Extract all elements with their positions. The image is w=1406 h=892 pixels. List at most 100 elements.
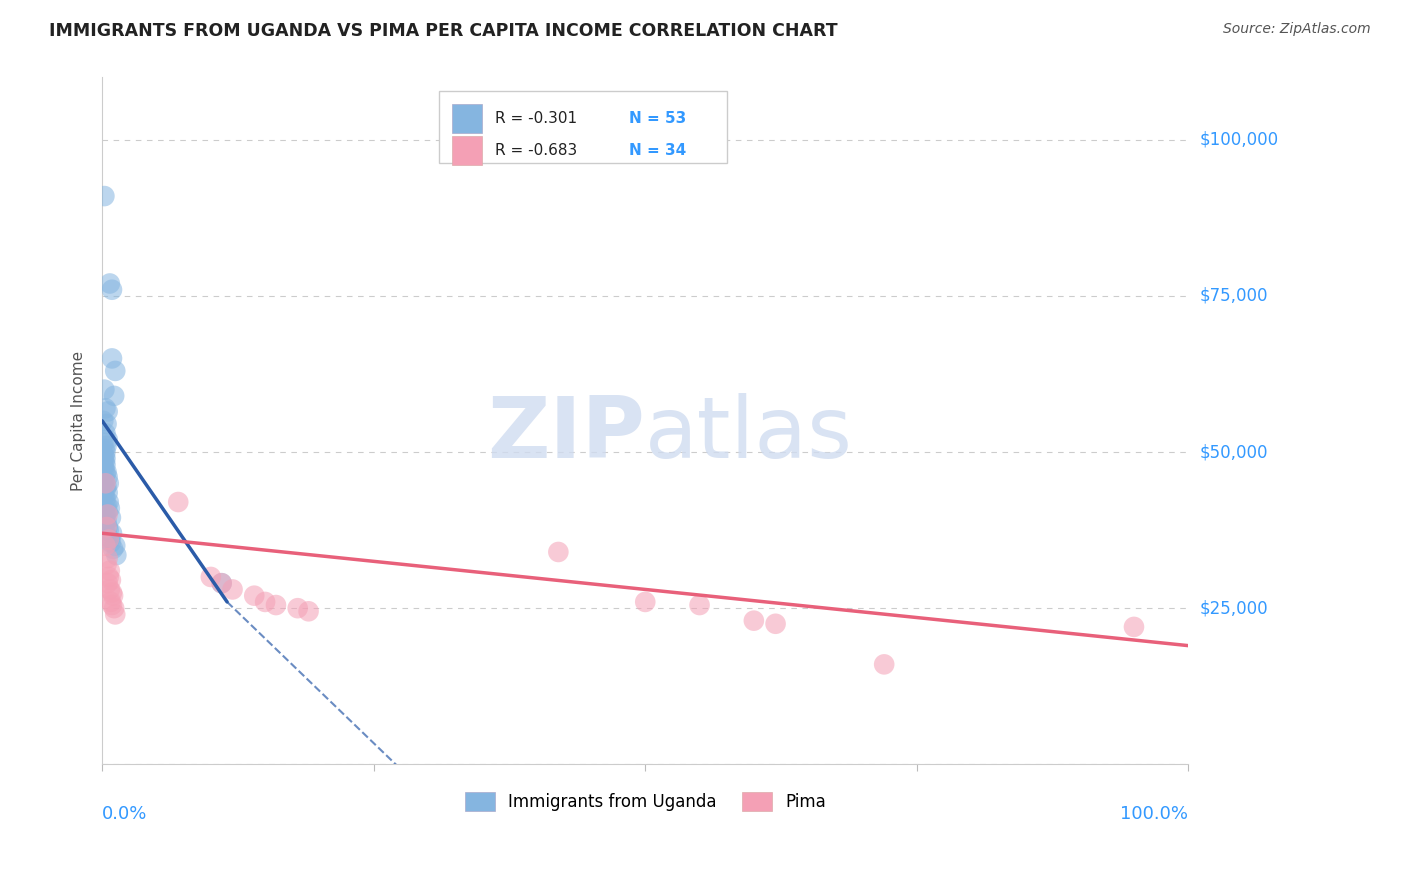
- Point: [97, 551, 120, 566]
- Point: [100, 595, 122, 609]
- Text: $75,000: $75,000: [1199, 287, 1268, 305]
- Point: [91, 460, 114, 475]
- Text: R = -0.683: R = -0.683: [495, 143, 578, 158]
- Point: [104, 539, 127, 553]
- Point: [97, 508, 120, 522]
- Text: 0.0%: 0.0%: [103, 805, 148, 823]
- Text: R = -0.301: R = -0.301: [495, 112, 578, 126]
- Point: [97, 570, 120, 584]
- Point: [94, 467, 117, 481]
- Point: [93, 450, 115, 464]
- Point: [97, 576, 120, 591]
- Point: [221, 582, 243, 597]
- Point: [104, 607, 127, 622]
- Point: [97, 404, 120, 418]
- Text: atlas: atlas: [645, 393, 853, 476]
- Point: [103, 601, 125, 615]
- Point: [94, 516, 117, 531]
- Point: [91, 453, 114, 467]
- Point: [93, 455, 115, 469]
- Point: [101, 351, 124, 366]
- Point: [96, 520, 118, 534]
- FancyBboxPatch shape: [451, 104, 482, 133]
- Point: [93, 462, 115, 476]
- Point: [93, 189, 115, 203]
- Point: [101, 585, 124, 599]
- Text: $50,000: $50,000: [1199, 443, 1268, 461]
- Point: [97, 520, 120, 534]
- Point: [98, 501, 121, 516]
- Point: [100, 510, 122, 524]
- Point: [94, 483, 117, 497]
- Point: [94, 476, 117, 491]
- Point: [742, 614, 765, 628]
- Point: [94, 458, 117, 472]
- Point: [97, 529, 120, 543]
- Point: [93, 442, 115, 456]
- Text: N = 53: N = 53: [628, 112, 686, 126]
- Point: [97, 495, 120, 509]
- Legend: Immigrants from Uganda, Pima: Immigrants from Uganda, Pima: [458, 785, 832, 818]
- Point: [96, 498, 118, 512]
- FancyBboxPatch shape: [439, 91, 727, 163]
- Point: [97, 533, 120, 547]
- Point: [264, 598, 287, 612]
- Point: [100, 573, 122, 587]
- FancyBboxPatch shape: [451, 136, 482, 165]
- Point: [101, 589, 124, 603]
- Point: [101, 598, 124, 612]
- Point: [211, 576, 233, 591]
- Point: [96, 417, 118, 431]
- Point: [689, 598, 711, 612]
- Point: [101, 526, 124, 541]
- Point: [104, 364, 127, 378]
- Point: [98, 533, 121, 547]
- Text: Source: ZipAtlas.com: Source: ZipAtlas.com: [1223, 22, 1371, 37]
- Point: [297, 604, 319, 618]
- Point: [98, 582, 121, 597]
- Point: [765, 616, 787, 631]
- Point: [91, 414, 114, 428]
- Text: $100,000: $100,000: [1199, 131, 1278, 149]
- Point: [243, 589, 266, 603]
- Point: [94, 426, 117, 441]
- Point: [94, 401, 117, 416]
- Text: N = 34: N = 34: [628, 143, 686, 158]
- Point: [287, 601, 309, 615]
- Point: [96, 439, 118, 453]
- Text: 100.0%: 100.0%: [1121, 805, 1188, 823]
- Point: [96, 558, 118, 572]
- Point: [97, 470, 120, 484]
- Point: [94, 491, 117, 506]
- Point: [873, 657, 896, 672]
- Point: [93, 489, 115, 503]
- Point: [94, 445, 117, 459]
- Point: [97, 433, 120, 447]
- Point: [96, 479, 118, 493]
- Point: [91, 435, 114, 450]
- Point: [200, 570, 222, 584]
- Point: [634, 595, 657, 609]
- Y-axis label: Per Capita Income: Per Capita Income: [72, 351, 86, 491]
- Point: [105, 548, 128, 562]
- Point: [211, 576, 233, 591]
- Point: [97, 504, 120, 518]
- Point: [93, 383, 115, 397]
- Point: [91, 447, 114, 461]
- Text: ZIP: ZIP: [488, 393, 645, 476]
- Point: [98, 564, 121, 578]
- Point: [97, 523, 120, 537]
- Point: [96, 465, 118, 479]
- Point: [1123, 620, 1146, 634]
- Point: [101, 283, 124, 297]
- Point: [97, 485, 120, 500]
- Point: [100, 535, 122, 549]
- Point: [254, 595, 277, 609]
- Text: IMMIGRANTS FROM UGANDA VS PIMA PER CAPITA INCOME CORRELATION CHART: IMMIGRANTS FROM UGANDA VS PIMA PER CAPIT…: [49, 22, 838, 40]
- Point: [547, 545, 569, 559]
- Point: [98, 277, 121, 291]
- Point: [103, 389, 125, 403]
- Point: [167, 495, 190, 509]
- Point: [94, 508, 117, 522]
- Point: [94, 451, 117, 466]
